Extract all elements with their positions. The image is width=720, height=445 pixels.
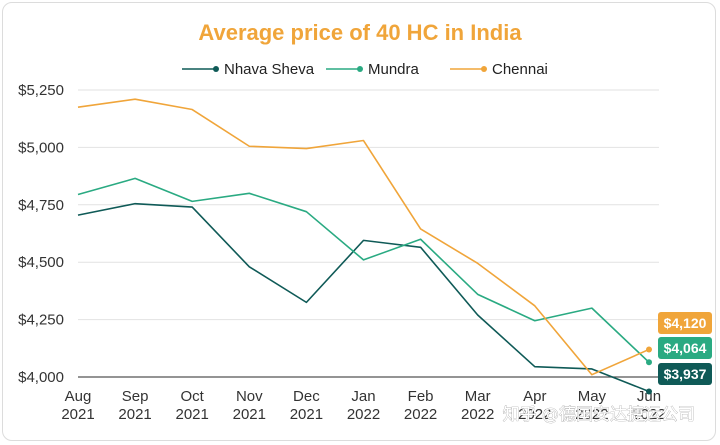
y-tick-label: $4,500 [18,254,64,271]
end-marker-mundra [646,359,652,366]
x-tick-label: Feb [408,388,434,405]
chart-card [2,2,716,441]
end-label-text: $4,120 [664,315,707,331]
watermark-text: 知乎 @德国安达捷运公司 [503,405,695,425]
x-tick-label: Apr [523,388,546,405]
x-tick-label: 2022 [404,406,437,423]
x-tick-label: Dec [293,388,320,405]
x-tick-label: Jan [351,388,375,405]
series-line-nhava-sheva [77,202,650,393]
y-tick-label: $5,000 [18,139,64,156]
legend-label: Mundra [368,61,420,78]
x-tick-label: 2021 [118,406,151,423]
x-tick-label: 2022 [575,406,608,423]
legend-marker [213,66,219,72]
end-label-text: $3,937 [664,366,707,382]
chart-title: Average price of 40 HC in India [198,20,522,45]
x-tick-label: Oct [181,388,205,405]
end-marker-nhava-sheva [646,388,652,395]
x-tick-label: Aug [65,388,92,405]
y-tick-label: $4,000 [18,369,64,386]
end-label-badge [658,363,712,385]
x-tick-label: Nov [236,388,263,405]
legend-label: Chennai [492,61,548,78]
y-tick-label: $4,750 [18,197,64,214]
end-label-badge [658,312,712,334]
series-line-chennai [77,98,650,376]
legend-marker [481,66,487,72]
end-marker-chennai [646,346,652,353]
x-tick-label: 2021 [233,406,266,423]
x-tick-label: 2022 [461,406,494,423]
series-line-mundra [77,177,650,363]
x-tick-label: 2022 [518,406,551,423]
x-tick-label: Jun [637,388,661,405]
x-tick-label: 2021 [176,406,209,423]
end-label-text: $4,064 [664,340,707,356]
x-tick-label: 2022 [347,406,380,423]
x-tick-label: 2022 [632,406,665,423]
x-tick-label: 2021 [61,406,94,423]
x-tick-label: Mar [465,388,491,405]
x-tick-label: May [578,388,607,405]
x-tick-label: 2021 [290,406,323,423]
legend-label: Nhava Sheva [224,61,315,78]
y-tick-label: $5,250 [18,82,64,99]
x-tick-label: Sep [122,388,149,405]
end-label-badge [658,337,712,359]
y-tick-label: $4,250 [18,312,64,329]
legend-marker [357,66,363,72]
